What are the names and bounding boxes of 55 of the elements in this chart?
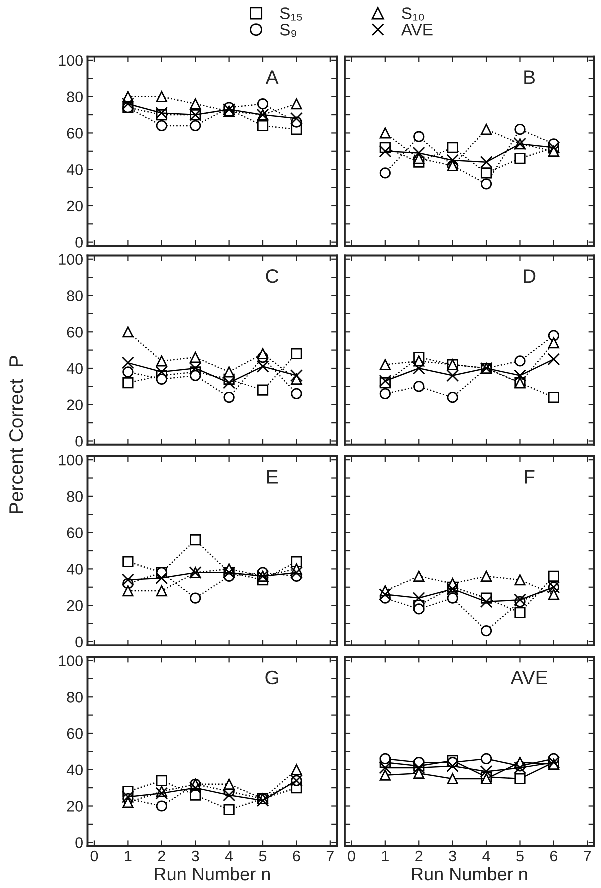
y-tick-label: 40 — [66, 764, 83, 776]
x-tick-label: 3 — [449, 850, 456, 862]
legend-label: S₁₀ — [402, 8, 424, 21]
y-tick-label: 100 — [59, 656, 83, 666]
text: D — [524, 270, 536, 284]
text: E — [267, 470, 278, 484]
x-axis-title: Run Number n — [412, 867, 528, 881]
legend-label: S₉ — [280, 24, 296, 38]
y-tick-label: 60 — [67, 528, 83, 539]
x-tick-label: 7 — [584, 850, 592, 862]
x-tick-label: 5 — [259, 850, 267, 862]
x-tick-label: 0 — [348, 850, 356, 862]
y-tick-label: 0 — [76, 237, 83, 248]
x-tick-label: 1 — [382, 850, 389, 862]
text: F — [525, 470, 535, 484]
y-tick-label: 20 — [67, 400, 83, 411]
y-axis-title: Percent Correct P — [9, 356, 24, 514]
x-tick-label: 0 — [90, 850, 98, 862]
legend-label: AVE — [401, 24, 433, 36]
y-tick-label: 40 — [66, 164, 83, 176]
y-tick-label: 80 — [67, 692, 83, 703]
y-tick-label: 20 — [67, 200, 83, 212]
x-tick-label: 3 — [192, 850, 200, 862]
x-tick-label: 6 — [293, 850, 300, 862]
y-tick-label: 40 — [66, 363, 83, 374]
y-tick-label: 60 — [67, 728, 83, 740]
y-tick-label: 40 — [66, 564, 83, 575]
x-tick-label: 4 — [225, 850, 234, 862]
x-tick-label: 1 — [125, 850, 132, 862]
y-tick-label: 100 — [59, 55, 83, 66]
y-tick-label: 80 — [67, 290, 83, 302]
y-tick-label: 60 — [67, 326, 83, 338]
y-tick-label: 100 — [59, 454, 83, 466]
text: C — [266, 270, 279, 284]
y-tick-label: 80 — [67, 92, 83, 103]
x-tick-label: 4 — [482, 850, 490, 862]
x-axis-title: Run Number n — [155, 867, 270, 881]
y-tick-label: 100 — [59, 254, 83, 266]
x-tick-label: 2 — [416, 850, 423, 862]
y-tick-label: 0 — [76, 837, 83, 848]
x-tick-label: 7 — [326, 850, 334, 862]
x-tick-label: 2 — [158, 850, 166, 862]
y-tick-label: 80 — [67, 491, 83, 502]
y-tick-label: 0 — [76, 436, 83, 447]
text: AVE — [510, 671, 548, 684]
text: A — [266, 70, 279, 84]
x-tick-label: 5 — [516, 850, 524, 862]
legend-label: S₁₅ — [280, 8, 302, 21]
text: B — [524, 70, 535, 84]
y-tick-label: 20 — [67, 600, 83, 612]
y-tick-label: 60 — [67, 128, 83, 139]
x-tick-label: 6 — [550, 850, 558, 862]
text: G — [266, 670, 278, 685]
y-tick-label: 20 — [67, 801, 83, 812]
y-tick-label: 0 — [76, 636, 83, 648]
